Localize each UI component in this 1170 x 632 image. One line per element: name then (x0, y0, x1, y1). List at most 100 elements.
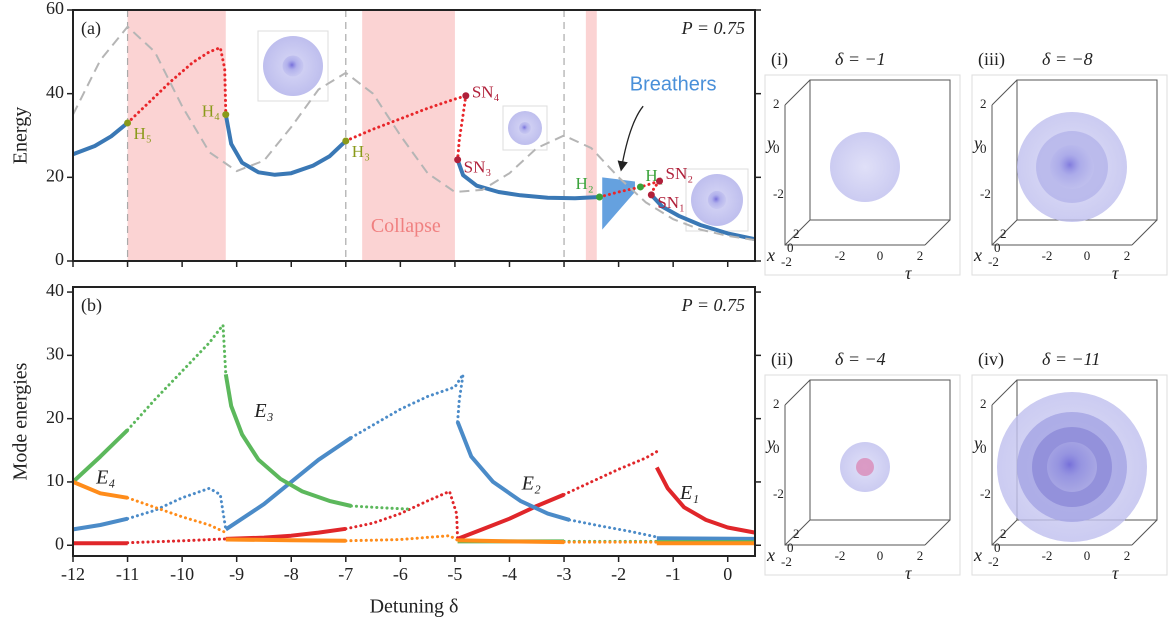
bifurcation-point (656, 177, 664, 185)
x-tick-label: -5 (447, 564, 462, 584)
bifurcation-point (342, 137, 350, 145)
x-tick-label: -3 (557, 564, 572, 584)
series-label: E₃ (253, 400, 273, 422)
series-line (455, 421, 571, 522)
point-label: SN₁ (657, 193, 685, 212)
inset-label: (iii) (978, 49, 1005, 70)
y-axis-label: Energy (10, 107, 32, 164)
inset-axis: y (765, 433, 775, 453)
x-tick-label: 0 (723, 564, 732, 584)
panel-label: (b) (81, 295, 102, 316)
series-line (223, 114, 348, 177)
inset-label: (ii) (771, 349, 793, 370)
x-tick-label: -7 (338, 564, 353, 584)
inset-tick: 2 (917, 548, 924, 563)
inset-axis: τ (905, 263, 912, 283)
series-line (71, 428, 129, 484)
shaded-region (362, 10, 455, 261)
inset-tick: 2 (980, 396, 987, 411)
band-label: Breathers (630, 74, 717, 96)
cube (784, 79, 951, 246)
annotation: P = 0.75 (681, 18, 745, 38)
series-line (349, 373, 465, 440)
series-line (126, 486, 228, 531)
inset-tick: -2 (773, 486, 784, 501)
bifurcation-point (222, 111, 230, 119)
inset-axis: x (766, 545, 775, 565)
inset-tick: -2 (980, 186, 991, 201)
inset-tick: 0 (877, 548, 884, 563)
cube (991, 379, 1158, 546)
point-label: SN₄ (472, 83, 500, 102)
series-line (349, 504, 413, 511)
inset-title: δ = −8 (1042, 49, 1093, 69)
series-label: E₂ (521, 473, 541, 495)
plot-frame (72, 9, 756, 262)
point-label: H₃ (352, 142, 370, 161)
x-tick-label: -12 (61, 564, 85, 584)
series-line (655, 466, 756, 535)
inset-axis: x (766, 245, 775, 265)
inset-axis: τ (905, 563, 912, 583)
inset-core (282, 55, 304, 77)
inset-tick: 0 (994, 540, 1001, 555)
panel-label: (a) (81, 18, 101, 39)
inset-tick: -2 (988, 254, 999, 269)
inset-axis: y (765, 133, 775, 153)
y-tick-label: 10 (46, 470, 64, 490)
cube (991, 79, 1158, 246)
inset-tick: 0 (773, 441, 780, 456)
plot-frame (72, 286, 756, 557)
x-tick-label: -11 (116, 564, 139, 584)
inset-axis: y (972, 433, 982, 453)
inset-tick: 0 (1084, 248, 1091, 263)
x-tick-label: -2 (611, 564, 626, 584)
series-label: E₄ (95, 466, 115, 488)
inset-tick: 0 (877, 248, 884, 263)
x-tick-label: -10 (170, 564, 194, 584)
inset-axis: x (973, 245, 982, 265)
bifurcation-point (636, 183, 644, 191)
inset-tick: 0 (787, 240, 794, 255)
bifurcation-point (462, 92, 470, 100)
inset-tick: 0 (773, 141, 780, 156)
band-arrow (617, 105, 644, 172)
series-line (72, 121, 129, 157)
series-line (344, 489, 460, 541)
bifurcation-point (647, 191, 655, 199)
point-label: SN₃ (464, 158, 492, 177)
soliton-shell (856, 458, 874, 476)
breather-band (602, 177, 635, 230)
series-line (649, 193, 756, 242)
inset-title: δ = −11 (1042, 349, 1100, 369)
series-line (126, 45, 228, 125)
x-tick-label: -6 (393, 564, 408, 584)
inset-label: (i) (771, 49, 788, 70)
y-tick-label: 0 (55, 533, 64, 553)
inset-tick: 2 (793, 526, 800, 541)
inset-axis: τ (1112, 563, 1119, 583)
series-line (223, 373, 352, 508)
x-axis-label: Detuning δ (370, 596, 459, 618)
inset-tick: -2 (781, 554, 792, 569)
point-label: SN₂ (666, 164, 694, 183)
inset-tick: -2 (980, 486, 991, 501)
series-line (598, 179, 661, 199)
inset-tick: -2 (773, 186, 784, 201)
bifurcation-point (454, 156, 462, 164)
inset-tick: 2 (773, 396, 780, 411)
y-tick-label: 0 (55, 249, 64, 269)
series-line (225, 537, 346, 543)
series-line (344, 93, 468, 162)
inset-title: δ = −1 (835, 49, 886, 69)
soliton-shell (1047, 442, 1097, 492)
y-axis-label: Mode energies (10, 362, 32, 480)
series-line (456, 492, 565, 541)
inset-tick: -2 (835, 548, 846, 563)
series-line (457, 538, 565, 545)
point-label: H₄ (202, 101, 220, 120)
inset-core (707, 190, 727, 210)
x-tick-label: -4 (502, 564, 517, 584)
y-tick-label: 40 (46, 82, 64, 102)
